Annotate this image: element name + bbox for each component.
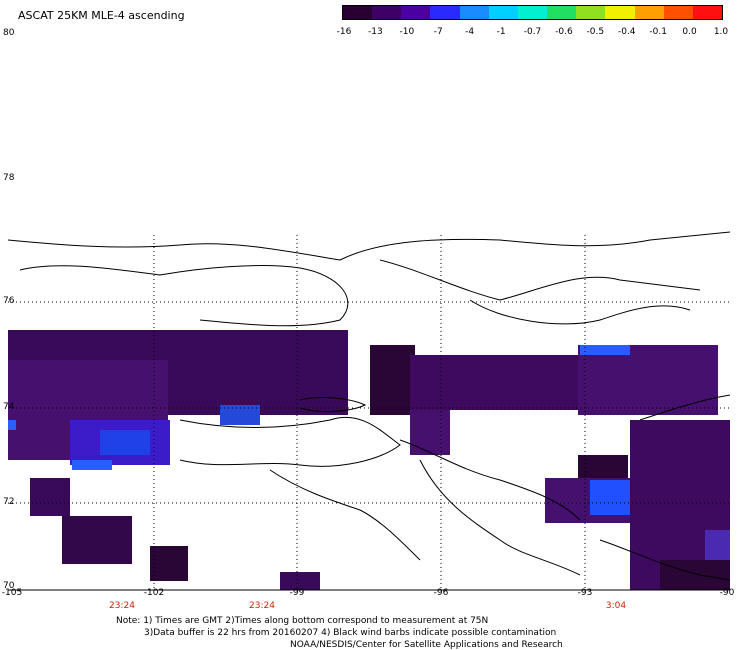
lat-label-74: 74 <box>3 402 15 412</box>
colorbar-swatch <box>605 6 635 19</box>
lon-label-96: -96 <box>433 588 449 598</box>
coastlines <box>7 231 731 581</box>
colorbar-swatch <box>488 6 518 19</box>
colorbar-label: -7 <box>433 27 443 37</box>
lat-label-70: 70 <box>3 581 15 591</box>
note-line-3: NOAA/NESDIS/Center for Satellite Applica… <box>290 640 563 650</box>
time-label-3: 3:04 <box>605 601 627 611</box>
colorbar-label: -0.5 <box>586 27 605 37</box>
lat-label-76: 76 <box>3 296 15 306</box>
lon-label-99: -99 <box>289 588 305 598</box>
colorbar-label: -10 <box>399 27 415 37</box>
lon-label-90: -90 <box>719 588 735 598</box>
note-line-1: Note: 1) Times are GMT 2)Times along bot… <box>116 616 489 626</box>
note-line-2: 3)Data buffer is 22 hrs from 20160207 4)… <box>144 628 557 638</box>
lat-label-78: 78 <box>3 173 15 183</box>
lon-label-102: -102 <box>143 588 165 598</box>
colorbar-swatch <box>547 6 577 19</box>
colorbar-label: -4 <box>465 27 475 37</box>
colorbar-swatch <box>459 6 489 19</box>
colorbar-swatch <box>663 6 693 19</box>
colorbar-swatch <box>430 6 460 19</box>
colorbar-swatch <box>634 6 664 19</box>
colorbar-swatch <box>576 6 606 19</box>
colorbar-swatch <box>692 6 723 19</box>
colorbar <box>342 5 723 20</box>
time-label-2: 23:24 <box>249 601 275 611</box>
lat-label-72: 72 <box>3 497 15 507</box>
colorbar-swatch <box>343 6 373 19</box>
colorbar-label: -0.4 <box>617 27 636 37</box>
lon-label-105: -105 <box>1 588 23 598</box>
colorbar-swatch <box>401 6 431 19</box>
colorbar-label: -0.7 <box>523 27 542 37</box>
colorbar-label: 1.0 <box>713 27 729 37</box>
lat-label-80: 80 <box>3 28 15 38</box>
map-title: ASCAT 25KM MLE-4 ascending <box>18 9 185 22</box>
colorbar-label: -0.1 <box>649 27 667 37</box>
colorbar-label: 0.0 <box>682 27 697 37</box>
colorbar-label: -16 <box>336 27 352 37</box>
colorbar-swatch <box>517 6 548 19</box>
graticule <box>8 235 730 590</box>
time-label-1: 23:24 <box>109 601 135 611</box>
lon-label-93: -93 <box>577 588 593 598</box>
colorbar-label: -13 <box>368 27 383 37</box>
colorbar-label: -1 <box>496 27 506 37</box>
colorbar-label: -0.6 <box>555 27 573 37</box>
data-swaths <box>8 330 730 590</box>
colorbar-swatch <box>372 6 402 19</box>
